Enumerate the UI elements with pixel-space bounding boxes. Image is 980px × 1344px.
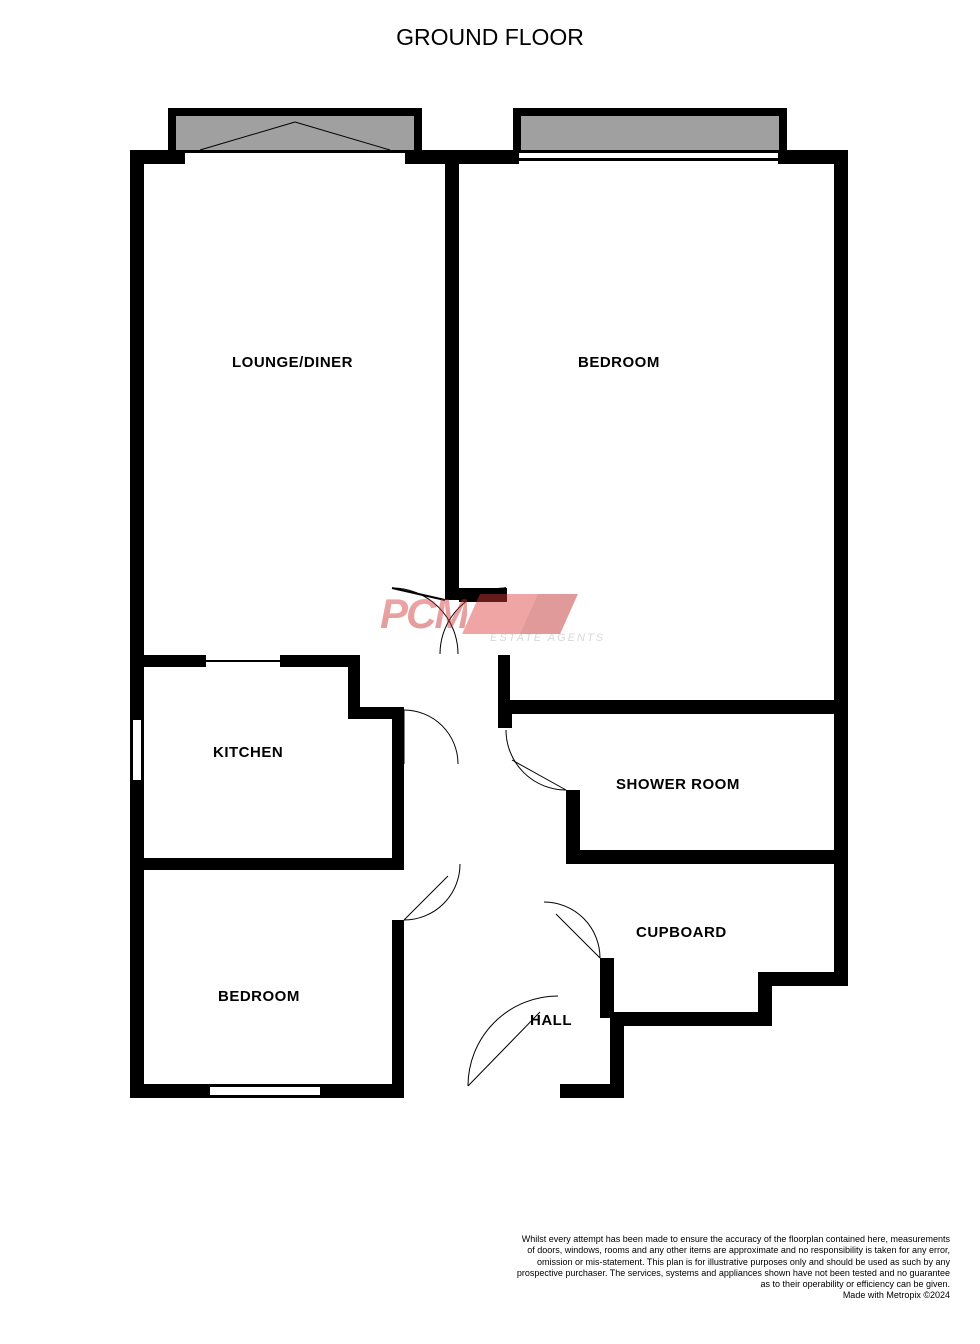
- wall-center-stub: [459, 588, 507, 602]
- label-kitchen: KITCHEN: [213, 744, 283, 761]
- disclaimer-line: omission or mis-statement. This plan is …: [310, 1257, 950, 1268]
- wall-kitchen-topstub: [144, 655, 206, 667]
- label-lounge: LOUNGE/DINER: [232, 354, 353, 371]
- bay-sill: [519, 150, 778, 153]
- wall-outer-left: [130, 150, 144, 720]
- wall-hall-right: [610, 1012, 624, 1098]
- bay-sill: [185, 150, 405, 153]
- bay-sill: [519, 158, 778, 161]
- label-hall: HALL: [530, 1012, 572, 1029]
- wall-cupboard-left: [600, 958, 614, 1018]
- disclaimer-line: Whilst every attempt has been made to en…: [310, 1234, 950, 1245]
- wall-hall-upperstub: [498, 655, 510, 705]
- label-cupboard: CUPBOARD: [636, 924, 727, 941]
- floorplan-canvas: GROUND FLOOR: [0, 0, 980, 1344]
- label-shower: SHOWER ROOM: [616, 776, 740, 793]
- disclaimer-text: Whilst every attempt has been made to en…: [310, 1234, 950, 1302]
- wall-shower-bottom: [566, 850, 848, 864]
- disclaimer-line: as to their operability or efficiency ca…: [310, 1279, 950, 1290]
- wall-outer-left: [130, 780, 144, 1098]
- wall-hall-notch: [610, 1012, 772, 1026]
- wall-window-sill: [210, 1084, 320, 1087]
- wall-center-vert: [445, 160, 459, 600]
- wall-kitchen-bottom: [144, 858, 404, 870]
- wall-window-sill: [210, 1095, 320, 1098]
- disclaimer-line: Made with Metropix ©2024: [310, 1290, 950, 1301]
- wall-outer-top: [405, 150, 519, 164]
- label-bedroom1: BEDROOM: [578, 354, 660, 371]
- wall-shower-top: [498, 700, 848, 714]
- wall-kitchen-right: [392, 707, 404, 870]
- wall-outer-bottom: [130, 1084, 210, 1098]
- disclaimer-line: of doors, windows, rooms and any other i…: [310, 1245, 950, 1256]
- label-bedroom2: BEDROOM: [218, 988, 300, 1005]
- wall-window-sill: [130, 720, 133, 780]
- bay-fold-lines: [0, 0, 980, 1344]
- wall-bed2-right: [392, 920, 404, 1090]
- wall-window-sill: [141, 720, 144, 780]
- wall-kitchen-top-thin: [206, 660, 280, 662]
- disclaimer-line: prospective purchaser. The services, sys…: [310, 1268, 950, 1279]
